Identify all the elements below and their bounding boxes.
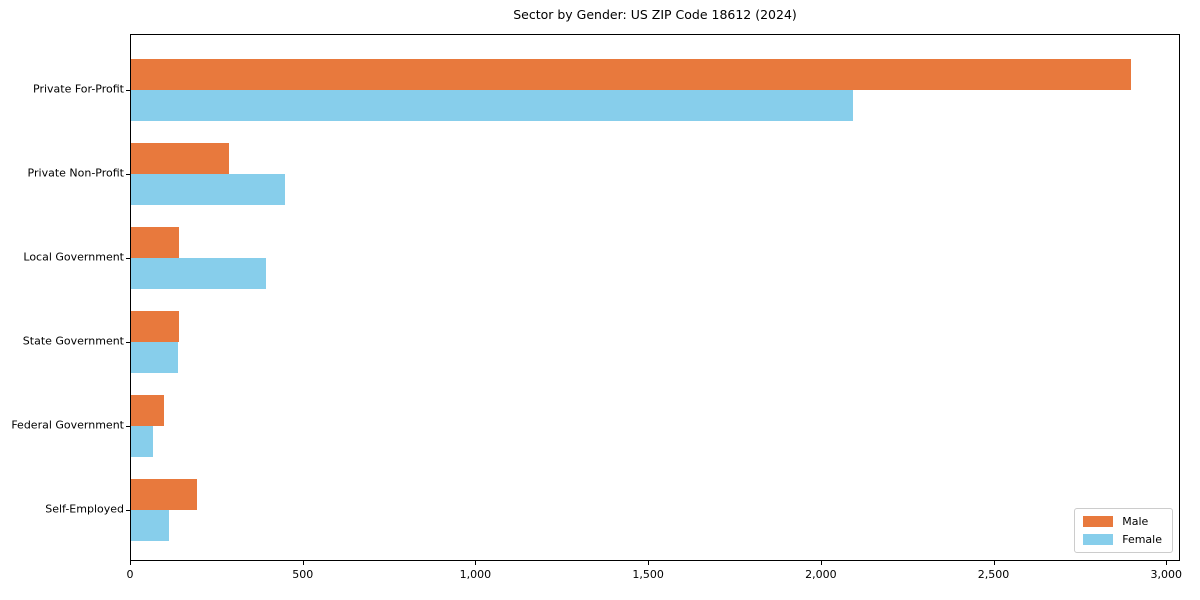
- bar-male-private-for-profit: [131, 58, 1131, 90]
- y-tick-label-local-government: Local Government: [23, 250, 124, 263]
- x-tick-mark: [993, 561, 995, 565]
- legend-label-female: Female: [1122, 533, 1162, 546]
- x-tick-mark: [475, 561, 477, 565]
- legend-label-male: Male: [1122, 515, 1149, 528]
- bar-male-federal-government: [131, 394, 164, 426]
- plot-area: Male Female: [126, 34, 1180, 561]
- x-axis: 0 500 1,000 1,500 2,000 2,500 3,000: [126, 561, 1183, 591]
- y-tick-label-state-government: State Government: [22, 334, 124, 347]
- y-tick-mark: [126, 509, 130, 511]
- y-tick-label-self-employed: Self-Employed: [45, 502, 124, 515]
- y-tick-mark: [126, 173, 130, 175]
- y-tick-mark: [126, 257, 130, 259]
- y-axis: Private For-Profit Private Non-Profit Loca…: [0, 34, 124, 561]
- chart-title: Sector by Gender: US ZIP Code 18612 (202…: [513, 7, 797, 22]
- x-tick-label: 1,500: [632, 568, 664, 581]
- x-tick-label: 3,000: [1150, 568, 1183, 581]
- legend-swatch-male: [1083, 516, 1114, 527]
- x-tick-mark: [820, 561, 822, 565]
- y-tick-label-private-non-profit: Private Non-Profit: [27, 166, 124, 179]
- y-tick-label-private-for-profit: Private For-Profit: [33, 82, 124, 95]
- y-tick-mark: [126, 425, 130, 427]
- bar-male-self-employed: [131, 478, 197, 510]
- x-tick-label: 1,000: [459, 568, 492, 581]
- x-tick-label: 2,000: [805, 568, 837, 581]
- bar-female-state-government: [131, 341, 178, 373]
- x-tick-label: 0: [126, 568, 134, 581]
- x-tick-mark: [130, 561, 131, 565]
- legend-swatch-female: [1083, 534, 1114, 545]
- x-tick-label: 2,500: [977, 568, 1010, 581]
- x-tick-mark: [1166, 561, 1168, 565]
- x-tick-mark: [648, 561, 650, 565]
- x-tick-label: 500: [292, 568, 314, 581]
- bar-male-state-government: [131, 310, 180, 342]
- y-tick-mark: [126, 341, 130, 343]
- bar-male-local-government: [131, 226, 180, 258]
- x-tick-mark: [302, 561, 304, 565]
- legend-entry-male: Male: [1083, 515, 1162, 528]
- legend: Male Female: [1074, 508, 1173, 553]
- bar-female-self-employed: [131, 509, 169, 541]
- bar-male-private-non-profit: [131, 142, 230, 174]
- legend-entry-female: Female: [1083, 533, 1162, 546]
- bar-female-federal-government: [131, 425, 154, 457]
- bar-female-local-government: [131, 257, 266, 289]
- bar-female-private-for-profit: [131, 89, 853, 121]
- bar-female-private-non-profit: [131, 173, 285, 205]
- y-tick-mark: [126, 89, 130, 91]
- y-tick-label-federal-government: Federal Government: [11, 418, 124, 431]
